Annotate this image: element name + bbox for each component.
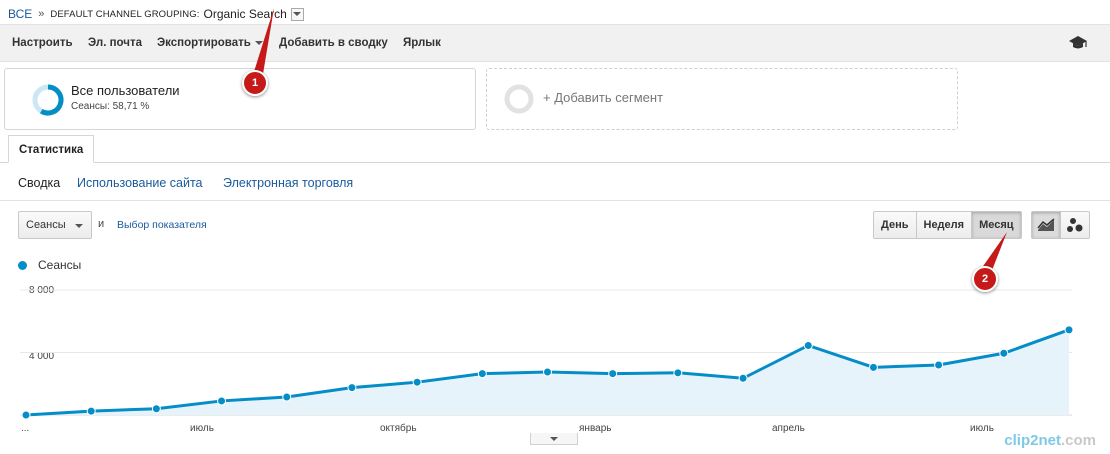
data-point <box>803 340 813 350</box>
tab-statistics[interactable]: Статистика <box>8 135 95 163</box>
segment-title: Все пользователи <box>71 83 180 98</box>
watermark: clip2net.com <box>1004 432 1096 449</box>
legend-label: Сеансы <box>38 258 82 272</box>
x-tick-label: ... <box>21 423 30 434</box>
y-tick-label: 4 000 <box>29 351 55 362</box>
granularity-week-button[interactable]: Неделя <box>916 212 973 238</box>
data-point <box>543 367 552 377</box>
granularity-month-button[interactable]: Месяц <box>972 212 1021 238</box>
x-tick-label: октябрь <box>380 423 417 434</box>
chevron-down-icon <box>550 436 558 441</box>
data-point <box>934 360 944 370</box>
annotation-marker-2: 2 <box>972 266 998 292</box>
data-point <box>868 362 878 372</box>
tab-divider <box>0 162 1110 163</box>
data-point <box>999 348 1009 358</box>
data-point <box>412 377 422 387</box>
data-point <box>673 368 683 378</box>
data-point <box>608 369 618 379</box>
add-to-dashboard-button[interactable]: Добавить в сводку <box>279 37 388 49</box>
subnav-divider <box>0 200 1110 201</box>
legend-swatch <box>18 260 27 270</box>
email-button[interactable]: Эл. почта <box>88 37 142 49</box>
chart-legend: Сеансы <box>18 258 81 272</box>
breadcrumb-dropdown-button[interactable] <box>290 7 304 21</box>
breadcrumb: ВСЕ » DEFAULT CHANNEL GROUPING: Organic … <box>8 6 304 22</box>
chevron-down-icon <box>293 12 302 16</box>
data-point <box>217 396 227 406</box>
segment-card-all-users[interactable]: Все пользователи Сеансы: 58,71 % <box>4 68 476 130</box>
subnav-ecommerce[interactable]: Электронная торговля <box>223 176 354 190</box>
data-point <box>282 392 292 402</box>
chevron-down-icon <box>254 40 263 45</box>
watermark-brand: clip2net <box>1004 432 1061 449</box>
segment-subtitle: Сеансы: 58,71 % <box>71 101 150 112</box>
watermark-domain: .com <box>1060 432 1096 449</box>
annotation-pointer-1 <box>252 8 274 80</box>
metric-select[interactable]: Сеансы <box>18 211 92 239</box>
x-tick-label: июль <box>190 423 214 434</box>
x-tick-label: апрель <box>772 423 805 434</box>
breadcrumb-separator: » <box>38 8 45 20</box>
line-chart-icon <box>1037 218 1055 231</box>
motion-chart-view-button[interactable] <box>1060 211 1090 239</box>
export-button[interactable]: Экспортировать <box>157 37 263 49</box>
granularity-day-button[interactable]: День <box>874 212 917 238</box>
metric-select-value: Сеансы <box>26 219 66 231</box>
data-point <box>738 373 748 383</box>
data-point <box>151 404 161 414</box>
sessions-line-chart <box>20 289 1074 420</box>
annotation-marker-1: 1 <box>242 70 268 96</box>
empty-segment-icon <box>504 84 534 114</box>
report-toolbar: Настроить Эл. почта Экспортировать Добав… <box>0 24 1110 62</box>
data-point <box>1064 325 1074 335</box>
breadcrumb-dimension: DEFAULT CHANNEL GROUPING: <box>50 8 200 20</box>
subnav-summary[interactable]: Сводка <box>18 176 61 190</box>
chevron-down-icon <box>75 224 83 228</box>
subnav-site-usage[interactable]: Использование сайта <box>77 176 203 190</box>
data-point <box>86 406 96 416</box>
customize-button[interactable]: Настроить <box>12 37 73 49</box>
chart-expand-handle[interactable] <box>530 433 578 445</box>
add-segment-label: + Добавить сегмент <box>543 90 664 105</box>
export-label: Экспортировать <box>157 37 251 49</box>
line-chart-view-button[interactable] <box>1031 211 1061 239</box>
data-point <box>347 383 357 393</box>
graduation-cap-icon[interactable] <box>1068 35 1088 56</box>
x-tick-label: январь <box>579 423 612 434</box>
add-segment-button[interactable]: + Добавить сегмент <box>486 68 958 130</box>
x-tick-label: июль <box>970 423 994 434</box>
granularity-toggle: День Неделя Месяц <box>873 211 1022 239</box>
breadcrumb-all-link[interactable]: ВСЕ <box>8 7 33 21</box>
data-point <box>21 410 31 420</box>
shortcut-button[interactable]: Ярлык <box>403 37 441 49</box>
segment-donut-icon <box>32 84 64 116</box>
pick-metric-link[interactable]: Выбор показателя <box>117 219 207 231</box>
breadcrumb-value: Organic Search <box>203 7 287 21</box>
metric-conjunction: и <box>98 218 105 230</box>
data-point <box>477 369 487 379</box>
bubble-chart-icon <box>1067 218 1083 232</box>
